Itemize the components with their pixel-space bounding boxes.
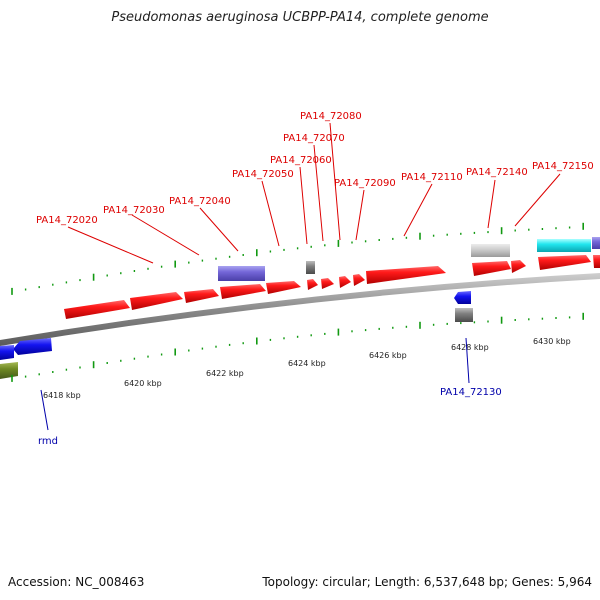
gene-label-pa14-72080[interactable]: PA14_72080 bbox=[300, 111, 362, 122]
gene-pa14-72030-arrow[interactable] bbox=[130, 292, 183, 310]
accession-text: Accession: NC_008463 bbox=[8, 575, 145, 589]
leader-line-pa14-72090 bbox=[355, 189, 365, 241]
forward-label-texts: PA14_72020 PA14_72030 PA14_72040 PA14_72… bbox=[36, 111, 594, 226]
tick-marks-bottom bbox=[11, 312, 585, 382]
gene-pa14-72100-arrow[interactable] bbox=[353, 274, 365, 286]
tick-label-6430: 6430 kbp bbox=[533, 337, 571, 346]
leader-line-pa14-72030 bbox=[131, 214, 200, 256]
edge-purple-feature[interactable] bbox=[592, 237, 600, 249]
leader-line-pa14-72050 bbox=[261, 180, 280, 247]
genome-title: Pseudomonas aeruginosa UCBPP-PA14, compl… bbox=[111, 10, 489, 25]
gene-label-pa14-72150[interactable]: PA14_72150 bbox=[532, 161, 594, 172]
reverse-label-texts: rmd PA14_72130 bbox=[38, 387, 502, 447]
gene-pa14-72080-arrow[interactable] bbox=[321, 278, 334, 289]
gene-pa14-72140-arrow[interactable] bbox=[472, 261, 511, 276]
leader-line-rmd bbox=[40, 389, 49, 431]
tick-marks-top bbox=[11, 222, 585, 295]
gene-edge-arrow[interactable] bbox=[593, 255, 600, 268]
tick-labels: 6418 kbp 6420 kbp 6422 kbp 6424 kbp 6426… bbox=[43, 337, 571, 400]
leader-line-pa14-72080 bbox=[329, 122, 341, 241]
cyan-feature[interactable] bbox=[537, 239, 591, 252]
tick-label-6428: 6428 kbp bbox=[451, 343, 489, 352]
gene-edge-left-arrow[interactable] bbox=[0, 345, 14, 360]
gene-pa14-72090-arrow[interactable] bbox=[339, 276, 351, 288]
genome-summary-text: Topology: circular; Length: 6,537,648 bp… bbox=[262, 575, 592, 589]
gene-label-pa14-72070[interactable]: PA14_72070 bbox=[283, 133, 345, 144]
leader-line-pa14-72110 bbox=[403, 183, 433, 237]
gene-label-pa14-72030[interactable]: PA14_72030 bbox=[103, 205, 165, 216]
dark-gray-feature[interactable] bbox=[455, 308, 473, 322]
forward-gene-labels bbox=[67, 122, 561, 264]
gene-pa14-72050-arrow[interactable] bbox=[220, 284, 266, 299]
gene-label-pa14-72050[interactable]: PA14_72050 bbox=[232, 169, 294, 180]
gene-pa14-72130-arrow[interactable] bbox=[454, 291, 471, 304]
leader-line-pa14-72150 bbox=[514, 173, 561, 227]
gene-pa14-72070-arrow[interactable] bbox=[307, 279, 318, 290]
olive-feature[interactable] bbox=[0, 362, 18, 379]
tick-label-6422: 6422 kbp bbox=[206, 369, 244, 378]
gene-pa14-72020-arrow[interactable] bbox=[64, 300, 130, 319]
tick-label-6418: 6418 kbp bbox=[43, 391, 81, 400]
gene-rmd-arrow[interactable] bbox=[13, 338, 52, 355]
gene-label-pa14-72060[interactable]: PA14_72060 bbox=[270, 155, 332, 166]
tick-label-6426: 6426 kbp bbox=[369, 351, 407, 360]
gene-label-pa14-72130[interactable]: PA14_72130 bbox=[440, 387, 502, 398]
tick-label-6424: 6424 kbp bbox=[288, 359, 326, 368]
gene-label-pa14-72040[interactable]: PA14_72040 bbox=[169, 196, 231, 207]
gene-label-pa14-72020[interactable]: PA14_72020 bbox=[36, 215, 98, 226]
genome-backbone bbox=[0, 273, 600, 346]
leader-line-pa14-72130 bbox=[465, 337, 470, 384]
leader-line-pa14-72020 bbox=[67, 226, 154, 264]
light-gray-feature[interactable] bbox=[471, 244, 510, 257]
small-gray-feature[interactable] bbox=[306, 261, 315, 274]
reverse-gene-labels bbox=[40, 337, 470, 431]
gene-pa14-72140b-arrow[interactable] bbox=[511, 260, 526, 273]
leader-line-pa14-72040 bbox=[199, 207, 239, 252]
leader-line-pa14-72070 bbox=[313, 144, 324, 242]
reverse-genes bbox=[0, 291, 473, 379]
tick-label-6420: 6420 kbp bbox=[124, 379, 162, 388]
gene-label-rmd[interactable]: rmd bbox=[38, 436, 58, 447]
gene-pa14-72150-arrow[interactable] bbox=[538, 255, 591, 270]
gene-label-pa14-72110[interactable]: PA14_72110 bbox=[401, 172, 463, 183]
gene-pa14-72040-arrow[interactable] bbox=[184, 289, 219, 303]
leader-line-pa14-72140 bbox=[487, 179, 496, 229]
gene-pa14-72110-arrow[interactable] bbox=[366, 266, 446, 284]
gene-label-pa14-72090[interactable]: PA14_72090 bbox=[334, 178, 396, 189]
gene-label-pa14-72140[interactable]: PA14_72140 bbox=[466, 167, 528, 178]
purple-feature[interactable] bbox=[218, 266, 265, 281]
leader-line-pa14-72060 bbox=[299, 166, 308, 245]
gene-pa14-72060-arrow[interactable] bbox=[266, 281, 301, 294]
forward-genes bbox=[64, 237, 600, 319]
